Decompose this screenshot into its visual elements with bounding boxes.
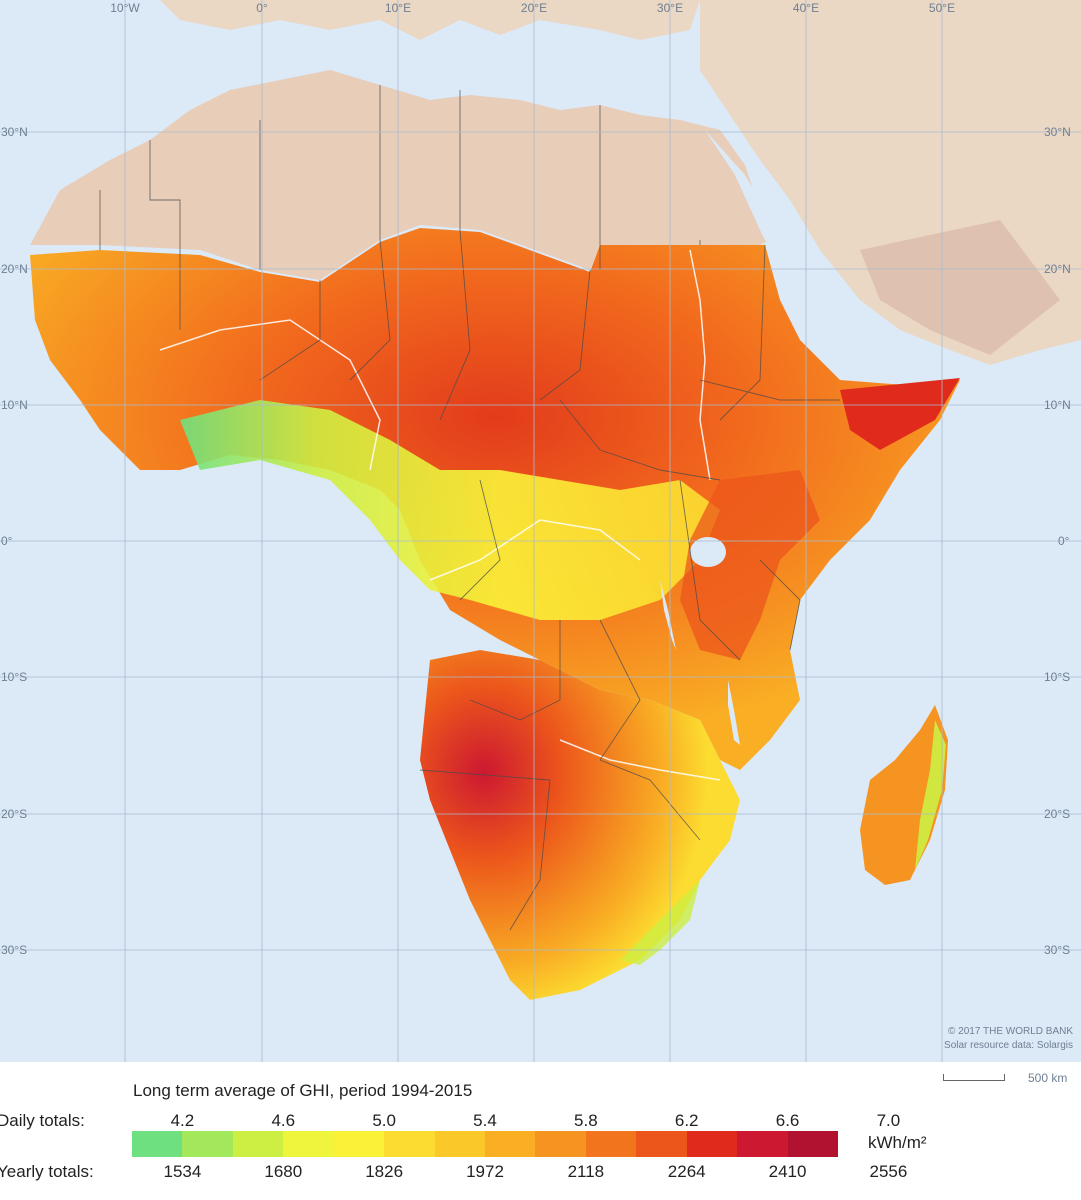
- daily-totals-label: Daily totals:: [0, 1111, 85, 1130]
- color-swatch: [585, 1131, 637, 1157]
- yearly-totals-label: Yearly totals:: [0, 1162, 94, 1181]
- latitude-label-left: 0°: [1, 534, 13, 548]
- longitude-label: 0°: [256, 1, 268, 15]
- east-africa-region: [680, 470, 820, 660]
- legend-title: Long term average of GHI, period 1994-20…: [133, 1081, 473, 1100]
- lake-malawi: [728, 680, 740, 745]
- latitude-label-right: 30°S: [1044, 943, 1071, 957]
- scale-label: 500 km: [1028, 1071, 1068, 1085]
- longitude-label: 10°E: [384, 1, 412, 15]
- daily-tick: 5.4: [473, 1111, 497, 1130]
- nile-river: [689, 249, 711, 481]
- color-swatch: [686, 1131, 738, 1157]
- daily-tick: 7.0: [876, 1111, 901, 1130]
- horn-region: [840, 378, 960, 450]
- credit-copyright: © 2017 THE WORLD BANK: [948, 1026, 1073, 1037]
- map-canvas: [0, 0, 1081, 1062]
- southern-africa: [420, 650, 740, 1000]
- latitude-label-left: 30°N: [1, 125, 28, 139]
- color-swatch: [384, 1131, 436, 1157]
- color-swatch: [636, 1131, 688, 1157]
- longitude-label: 40°E: [792, 1, 820, 15]
- yearly-tick: 2118: [567, 1162, 605, 1181]
- lake-victoria: [690, 537, 726, 567]
- red-sea: [705, 130, 835, 350]
- color-swatch: [182, 1131, 234, 1157]
- longitude-label: 10°W: [110, 1, 140, 15]
- daily-tick: 4.2: [170, 1111, 195, 1130]
- yearly-tick: 1680: [264, 1162, 303, 1181]
- scale-bar: [943, 1074, 1005, 1081]
- unit-label: kWh/m²: [868, 1133, 927, 1152]
- latitude-label-right: 10°N: [1044, 398, 1071, 412]
- color-swatch: [535, 1131, 587, 1157]
- latitude-label-left: 10°N: [1, 398, 28, 412]
- color-swatch: [333, 1131, 385, 1157]
- yearly-tick: 2410: [768, 1162, 807, 1181]
- country-borders: [99, 85, 840, 931]
- latitude-label-right: 20°S: [1044, 807, 1071, 821]
- graticule: [0, 0, 1081, 1062]
- color-swatch: [434, 1131, 486, 1157]
- color-swatch: [485, 1131, 536, 1157]
- yearly-tick: 2264: [667, 1162, 706, 1181]
- daily-tick: 6.2: [674, 1111, 699, 1130]
- longitude-label: 50°E: [928, 1, 956, 15]
- color-swatch: [737, 1131, 789, 1157]
- latitude-label-right: 30°N: [1044, 125, 1071, 139]
- arabia-shade: [860, 220, 1060, 355]
- yearly-tick: 1826: [365, 1162, 404, 1181]
- credit-data-source: Solar resource data: Solargis: [944, 1040, 1073, 1051]
- yearly-tick: 1534: [163, 1162, 202, 1181]
- latitude-label-left: 20°N: [1, 262, 28, 276]
- congo-river: [429, 519, 641, 581]
- color-swatch: [283, 1131, 335, 1157]
- coast-south-green: [620, 880, 700, 965]
- legend: 500 km Long term average of GHI, period …: [0, 1062, 1081, 1200]
- europe-land: [160, 0, 700, 40]
- daily-tick: 4.6: [271, 1111, 296, 1130]
- madagascar-east: [915, 720, 946, 870]
- color-swatch: [232, 1131, 284, 1157]
- ghi-map: 10°W 0° 10°E 20°E 30°E 40°E 50°E 30°N 20…: [0, 0, 1081, 1062]
- color-swatch: [132, 1131, 183, 1157]
- north-africa: [30, 70, 770, 280]
- longitude-label: 30°E: [656, 1, 684, 15]
- daily-tick: 5.8: [574, 1111, 598, 1130]
- latitude-label-left: 20°S: [1, 807, 28, 821]
- color-swatch: [787, 1131, 839, 1157]
- zambezi-river: [559, 739, 721, 781]
- latitude-label-right: 0°: [1058, 534, 1070, 548]
- central-region: [180, 400, 720, 620]
- latitude-label-left: 30°S: [1, 943, 28, 957]
- yearly-tick: 1972: [466, 1162, 504, 1181]
- latitude-label-left: 10°S: [1, 670, 28, 684]
- daily-tick: 6.6: [775, 1111, 800, 1130]
- longitude-label: 20°E: [520, 1, 548, 15]
- latitude-label-right: 10°S: [1044, 670, 1071, 684]
- latitude-label-right: 20°N: [1044, 262, 1071, 276]
- yearly-tick: 2556: [869, 1162, 908, 1181]
- daily-tick: 5.0: [372, 1111, 396, 1130]
